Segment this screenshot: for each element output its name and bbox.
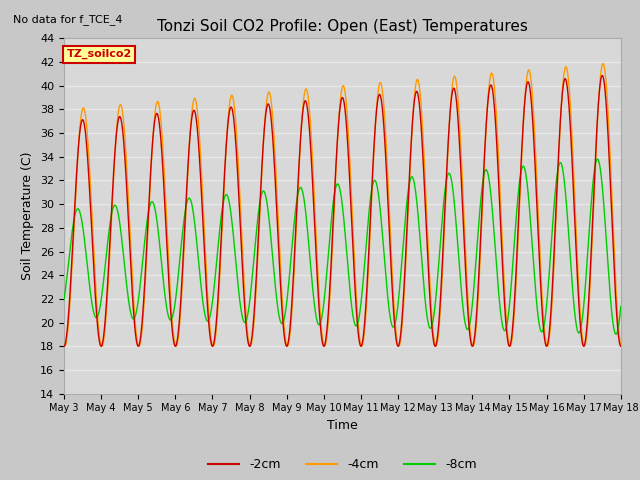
- -2cm: [546, 323, 554, 329]
- -8cm: [124, 289, 131, 295]
- Text: No data for f_TCE_4: No data for f_TCE_4: [13, 14, 122, 25]
- -8cm: [612, 331, 620, 337]
- -4cm: [60, 342, 68, 348]
- -8cm: [157, 250, 164, 256]
- -4cm: [124, 181, 132, 187]
- -4cm: [546, 328, 554, 334]
- -8cm: [617, 303, 625, 309]
- Legend: -2cm, -4cm, -8cm: -2cm, -4cm, -8cm: [204, 453, 481, 476]
- -2cm: [274, 223, 282, 229]
- -8cm: [606, 290, 614, 296]
- -2cm: [124, 200, 131, 206]
- -8cm: [593, 156, 601, 162]
- -2cm: [60, 343, 68, 349]
- X-axis label: Time: Time: [327, 419, 358, 432]
- -4cm: [606, 154, 614, 159]
- -8cm: [274, 303, 282, 309]
- -8cm: [60, 297, 68, 303]
- -4cm: [599, 60, 607, 66]
- Line: -8cm: -8cm: [64, 159, 621, 334]
- Line: -4cm: -4cm: [64, 63, 621, 346]
- -4cm: [274, 205, 282, 211]
- -8cm: [298, 186, 305, 192]
- -8cm: [546, 261, 554, 267]
- -4cm: [298, 117, 306, 123]
- -4cm: [617, 342, 625, 348]
- Title: Tonzi Soil CO2 Profile: Open (East) Temperatures: Tonzi Soil CO2 Profile: Open (East) Temp…: [157, 20, 528, 35]
- -4cm: [157, 116, 164, 121]
- Text: TZ_soilco2: TZ_soilco2: [67, 49, 132, 60]
- Y-axis label: Soil Temperature (C): Soil Temperature (C): [22, 152, 35, 280]
- -2cm: [617, 343, 625, 349]
- -2cm: [157, 133, 164, 139]
- -2cm: [606, 174, 614, 180]
- -2cm: [298, 120, 305, 126]
- -4cm: [61, 343, 68, 349]
- Line: -2cm: -2cm: [64, 75, 621, 346]
- -2cm: [598, 72, 606, 78]
